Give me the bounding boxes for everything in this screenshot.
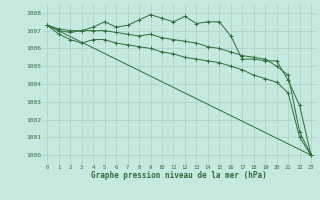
- X-axis label: Graphe pression niveau de la mer (hPa): Graphe pression niveau de la mer (hPa): [91, 171, 267, 180]
